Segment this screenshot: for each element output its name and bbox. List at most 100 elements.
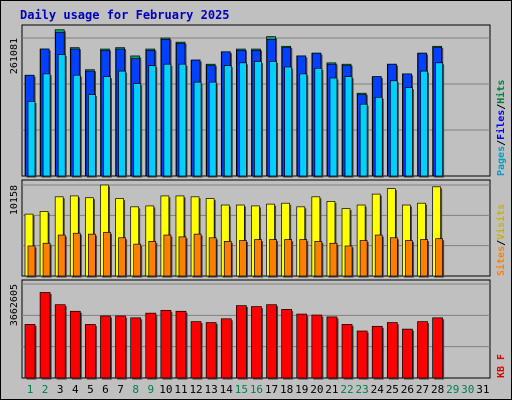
legend-entry-hits-files-pages-0: Pages [496,146,507,176]
sites-bar [148,241,157,277]
sites-bar [435,238,443,277]
day-label: 14 [220,383,234,396]
sites-bar [133,243,142,277]
day-label: 15 [235,383,248,396]
kbytes-bar [281,309,292,379]
sites-bar [88,233,96,277]
legend-entry-visits-sites-1: / [496,240,507,246]
day-label: 10 [159,383,172,396]
kbytes-bar [432,317,443,379]
kbytes-bar [341,324,353,379]
pages-bar [239,62,247,177]
kbytes-bar [311,314,323,379]
legend-visits-sites: Sites/Visits [495,204,507,276]
kbytes-bar [220,318,232,379]
kbytes-bar [266,304,277,379]
pages-bar [420,70,428,177]
day-label: 22 [340,383,353,396]
pages-bar [57,54,66,177]
pages-bar [208,81,217,177]
pages-bar [42,73,51,177]
max-label-hits-files-pages: 261081 [9,38,20,74]
day-label: 18 [280,383,293,396]
pages-bar [133,83,142,177]
kbytes-bar [190,321,202,379]
pages-bar [329,77,338,177]
day-label: 2 [42,383,49,396]
day-label: 21 [325,383,338,396]
kbytes-bar [371,325,383,379]
kbytes-bar [205,322,217,379]
sites-bar [42,242,51,277]
day-label: 25 [386,383,399,396]
day-label: 6 [102,383,109,396]
day-label: 28 [431,383,444,396]
kbytes-bar [175,310,187,379]
max-label-visits-sites: 10158 [9,185,20,215]
pages-bar [389,80,398,177]
kbytes-bar [417,321,428,379]
kbytes-bar [130,317,142,379]
sites-bar [344,245,353,277]
day-label: 5 [87,383,94,396]
day-label: 1 [27,383,34,396]
kbytes-bar [160,309,172,379]
kbytes-bar [85,324,96,379]
day-label: 4 [72,383,79,396]
pages-bar [299,73,308,177]
pages-bar [284,66,292,177]
sites-bar [405,240,413,277]
day-label: 24 [371,383,385,396]
sites-bar [420,239,428,277]
kbytes-bar [296,313,308,379]
kbytes-bar [54,304,66,379]
sites-bar [178,236,187,277]
pages-bar [269,61,277,177]
day-label: 20 [310,383,323,396]
pages-bar [88,94,96,177]
sites-bar [239,240,247,277]
kbytes-bar [145,312,157,379]
kbytes-bar [356,330,368,379]
legend-entry-visits-sites-2: Visits [495,204,507,240]
pages-bar [405,87,413,177]
pages-bar [193,81,202,177]
legend-entry-kbytes-0: KB F [496,354,507,378]
pages-bar [359,103,368,177]
sites-bar [27,245,36,277]
sites-bar [329,242,338,277]
pages-bar [148,65,157,177]
pages-bar [72,74,81,177]
day-label: 23 [356,383,369,396]
day-label: 11 [174,383,187,396]
day-label: 17 [265,383,278,396]
kbytes-bar [402,328,413,379]
day-label: 30 [461,383,474,396]
pages-bar [178,63,187,177]
day-label: 19 [295,383,308,396]
kbytes-bar [326,316,338,379]
sites-bar [374,234,383,277]
kbytes-bar [69,310,81,379]
pages-bar [223,65,232,177]
kbytes-bar [100,315,111,379]
day-label: 3 [57,383,64,396]
sites-bar [359,240,368,277]
sites-bar [208,237,217,277]
kbytes-bar [236,305,247,379]
legend-kbytes: KB F [496,354,507,378]
day-label: 16 [250,383,263,396]
pages-bar [163,63,172,177]
day-label: 8 [132,383,139,396]
legend-entry-visits-sites-0: Sites [495,246,507,276]
day-label: 12 [189,383,202,396]
sites-bar [389,237,398,277]
sites-bar [284,239,292,277]
day-label: 31 [476,383,489,396]
pages-bar [27,101,36,177]
kbytes-bar [115,315,126,379]
pages-bar [314,68,323,177]
kbytes-bar [251,306,262,379]
day-label: 26 [401,383,414,396]
